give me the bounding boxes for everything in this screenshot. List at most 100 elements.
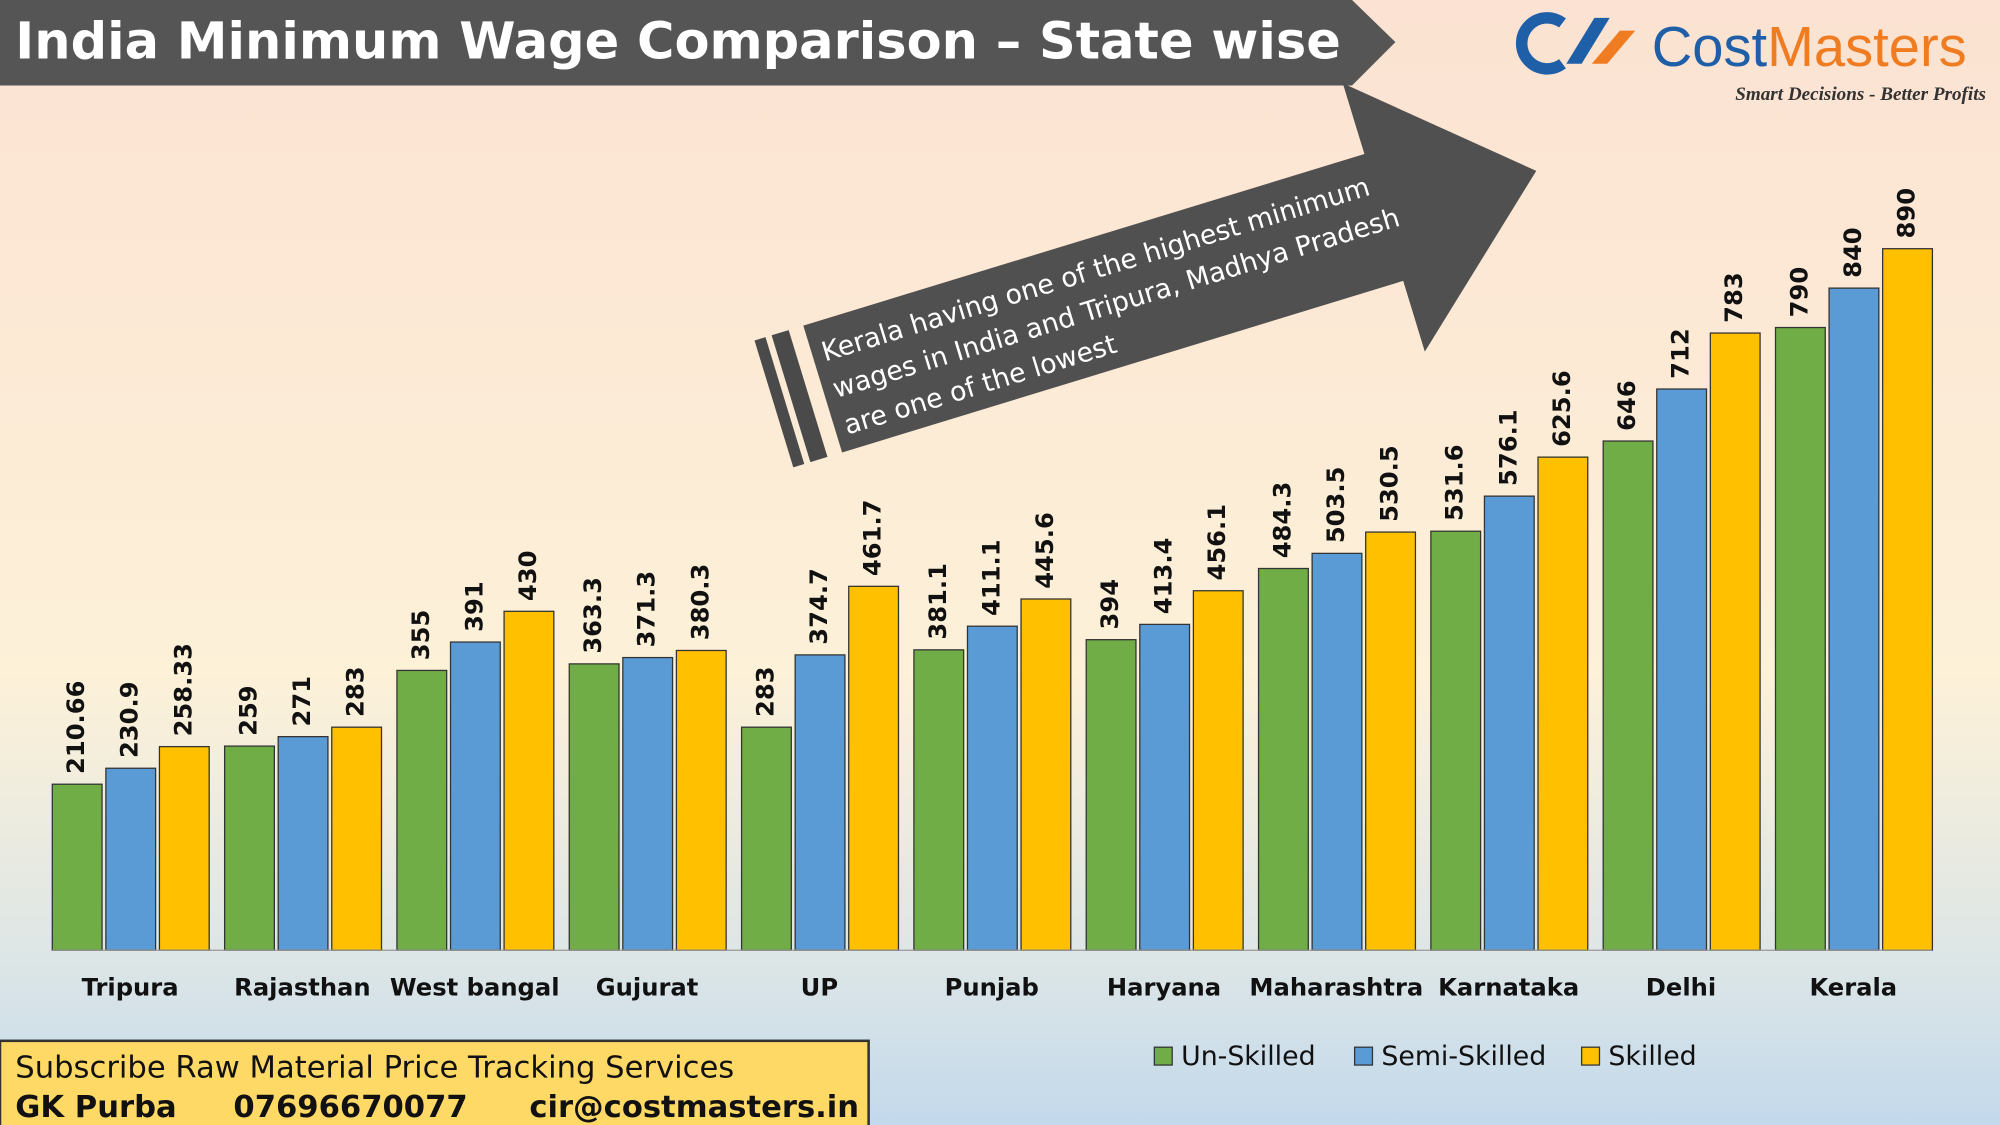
value-label: 371.3 xyxy=(633,571,661,648)
logo-right: Masters xyxy=(1767,15,1967,78)
bar xyxy=(1365,531,1417,951)
bar xyxy=(1656,388,1708,951)
bar xyxy=(1537,456,1589,951)
bar xyxy=(1602,440,1654,951)
x-tick-label: West bangal xyxy=(390,974,560,1002)
arrow-stripe xyxy=(771,330,828,463)
bar xyxy=(223,745,276,951)
bar xyxy=(105,767,157,951)
footer-text: cir@costmasters.in xyxy=(529,1090,859,1125)
x-tick-label: Karnataka xyxy=(1438,974,1579,1002)
bar xyxy=(1192,590,1244,951)
bar xyxy=(913,649,965,951)
value-label: 283 xyxy=(751,666,779,717)
bar xyxy=(966,625,1018,951)
value-label: 259 xyxy=(234,685,262,736)
value-label: 355 xyxy=(407,610,435,661)
bar xyxy=(794,654,846,951)
title-banner xyxy=(0,0,1396,86)
value-label: 531.6 xyxy=(1441,444,1469,521)
bar xyxy=(277,735,329,951)
value-label: 258.33 xyxy=(169,643,197,736)
value-label: 411.1 xyxy=(977,539,1005,616)
bar xyxy=(1085,639,1137,951)
bar xyxy=(396,669,448,951)
arrow-stripe xyxy=(754,337,805,468)
logo-tagline: Smart Decisions - Better Profits xyxy=(1735,84,1986,105)
bar xyxy=(1430,530,1482,951)
x-tick-label: UP xyxy=(801,974,838,1002)
legend-swatch xyxy=(1580,1046,1601,1066)
footer: Subscribe Raw Material Price Tracking Se… xyxy=(0,1039,870,1125)
value-label: 363.3 xyxy=(579,577,607,654)
value-label: 840 xyxy=(1839,227,1867,278)
legend-swatch xyxy=(1353,1046,1374,1066)
value-label: 391 xyxy=(460,581,488,632)
x-tick-label: Kerala xyxy=(1809,974,1897,1002)
bar xyxy=(1311,552,1363,951)
bar xyxy=(331,726,383,951)
x-tick-label: Maharashtra xyxy=(1249,974,1423,1002)
value-label: 461.7 xyxy=(859,499,887,576)
value-label: 503.5 xyxy=(1322,467,1350,544)
chart-title: India Minimum Wage Comparison – State wi… xyxy=(15,13,1341,72)
value-label: 783 xyxy=(1720,272,1748,323)
bar xyxy=(1020,598,1072,951)
logo-text: CostMasters xyxy=(1652,15,1967,78)
value-label: 646 xyxy=(1613,380,1641,431)
value-label: 456.1 xyxy=(1203,504,1231,581)
logo-icon xyxy=(1516,12,1566,75)
bar xyxy=(848,585,900,951)
bar xyxy=(1257,567,1309,951)
legend-label: Semi-Skilled xyxy=(1381,1041,1546,1072)
value-label: 625.6 xyxy=(1548,370,1576,447)
value-label: 271 xyxy=(288,676,316,727)
value-label: 576.1 xyxy=(1494,409,1522,486)
value-label: 283 xyxy=(342,666,370,717)
value-label: 445.6 xyxy=(1031,512,1059,589)
bar xyxy=(1774,326,1826,951)
bar xyxy=(1828,287,1880,951)
value-label: 484.3 xyxy=(1268,482,1296,559)
x-tick-label: Tripura xyxy=(82,974,179,1002)
bar xyxy=(1882,248,1934,951)
value-label: 790 xyxy=(1785,267,1813,318)
value-label: 890 xyxy=(1893,188,1921,239)
bar xyxy=(158,745,210,951)
value-label: 712 xyxy=(1667,328,1695,379)
value-label: 230.9 xyxy=(116,681,144,758)
footer-text: 07696670077 xyxy=(233,1090,467,1125)
bar xyxy=(568,663,620,951)
value-label: 413.4 xyxy=(1150,538,1178,615)
legend-label: Skilled xyxy=(1608,1041,1696,1072)
x-tick-label: Rajasthan xyxy=(234,974,370,1002)
bar xyxy=(1139,623,1191,951)
value-label: 530.5 xyxy=(1376,445,1404,522)
value-label: 394 xyxy=(1096,579,1124,630)
bar xyxy=(51,783,103,951)
logo-left: Cost xyxy=(1652,15,1768,78)
bar xyxy=(449,641,501,951)
footer-text: Subscribe Raw Material Price Tracking Se… xyxy=(15,1050,734,1085)
footer-text: GK Purba xyxy=(15,1090,176,1125)
footer-box xyxy=(0,1039,870,1125)
x-tick-label: Haryana xyxy=(1107,974,1221,1002)
legend-swatch xyxy=(1153,1046,1173,1066)
value-label: 374.7 xyxy=(805,568,833,645)
bar xyxy=(1709,332,1761,951)
legend-label: Un-Skilled xyxy=(1181,1041,1315,1072)
logo-icon xyxy=(1566,17,1610,64)
arrow-body xyxy=(803,83,1537,453)
bar xyxy=(675,649,727,951)
bar xyxy=(1483,495,1535,951)
bar xyxy=(740,726,792,951)
value-label: 210.66 xyxy=(62,681,90,774)
value-label: 381.1 xyxy=(924,563,952,640)
x-tick-label: Gujurat xyxy=(596,974,699,1002)
x-tick-label: Punjab xyxy=(945,974,1039,1002)
logo-icon xyxy=(1591,30,1636,64)
bar xyxy=(622,656,674,951)
value-label: 380.3 xyxy=(686,564,714,641)
bar xyxy=(503,610,555,951)
